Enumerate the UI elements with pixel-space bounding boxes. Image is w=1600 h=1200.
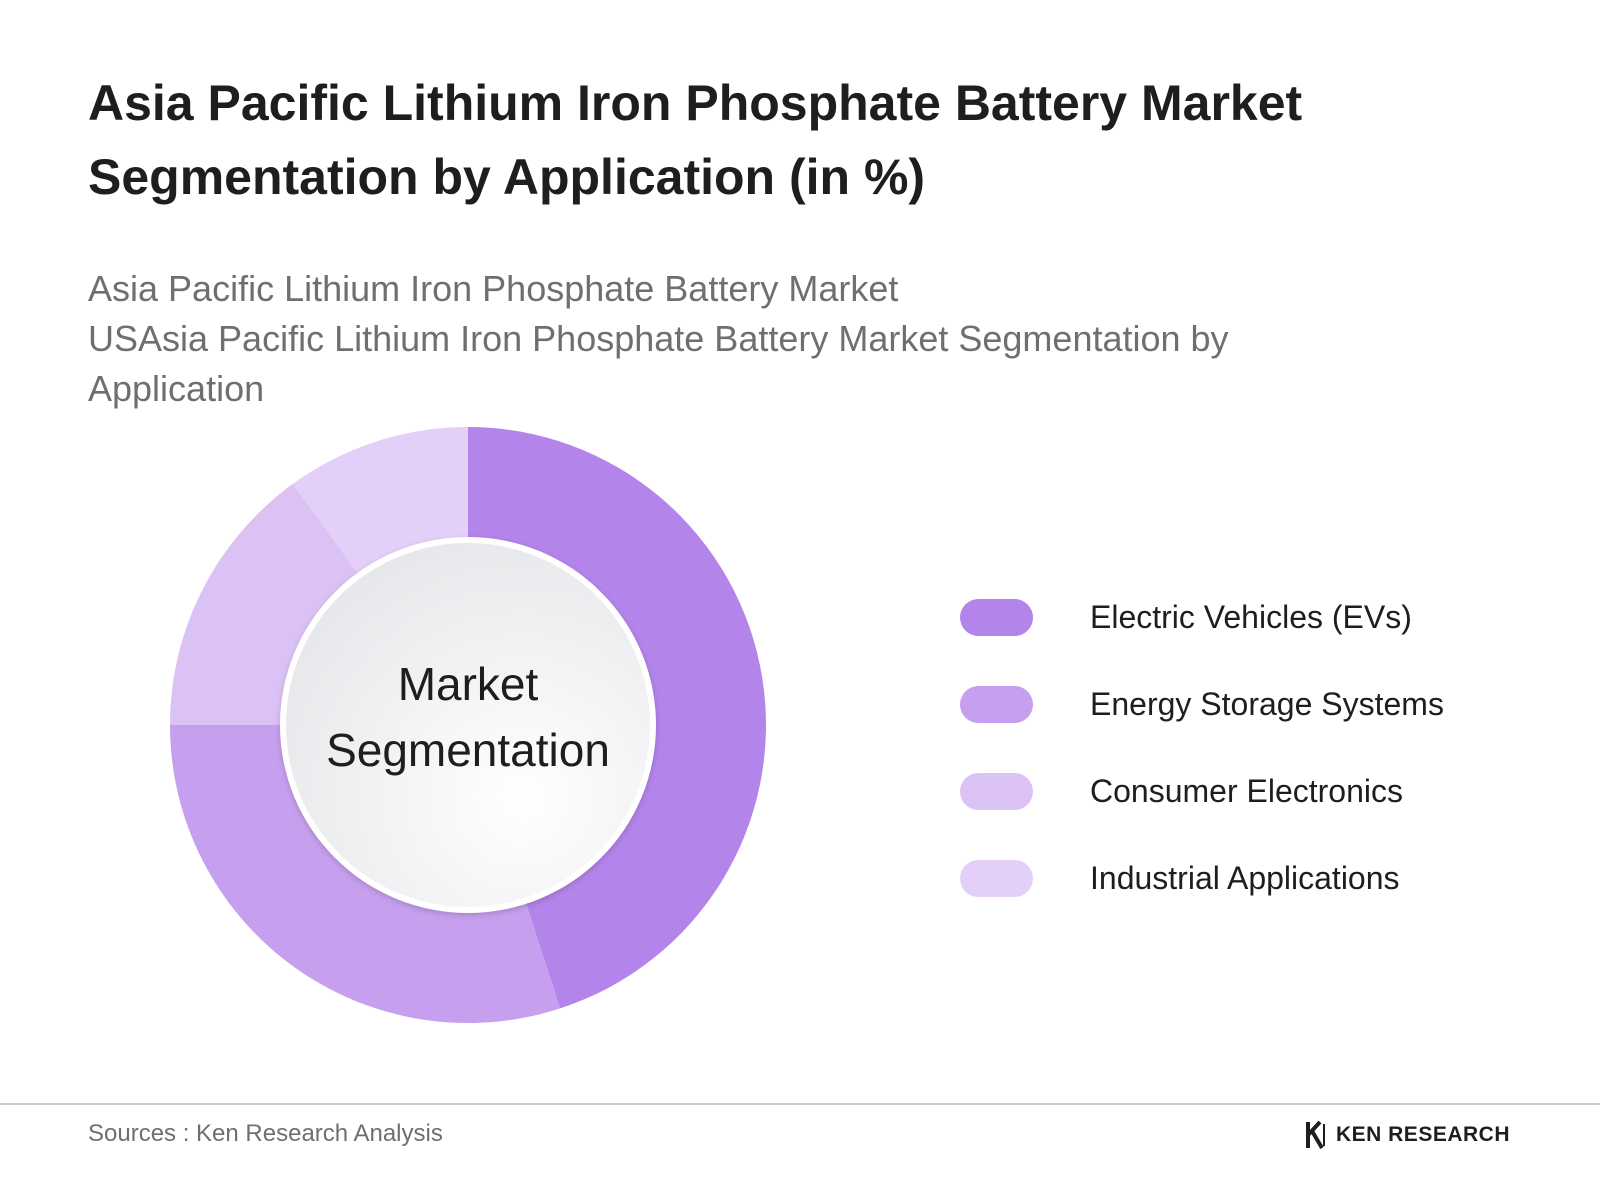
legend-swatch-energy-storage (960, 686, 1033, 723)
legend-swatch-consumer-electronics (960, 773, 1033, 810)
legend-label-consumer-electronics: Consumer Electronics (1090, 773, 1403, 809)
chart-legend: Electric Vehicles (EVs) Energy Storage S… (960, 596, 1560, 944)
ken-research-logo-icon (1305, 1120, 1325, 1150)
legend-item-consumer-electronics[interactable]: Consumer Electronics (960, 770, 1560, 857)
chart-title: Asia Pacific Lithium Iron Phosphate Batt… (88, 75, 1303, 205)
center-label-line-2: Segmentation (326, 724, 610, 776)
brand-logo: KEN RESEARCH (1305, 1120, 1510, 1150)
footer-divider (0, 1103, 1600, 1105)
donut-center-fill (286, 543, 650, 907)
center-label-line-1: Market (398, 658, 539, 710)
legend-label-energy-storage: Energy Storage Systems (1090, 686, 1444, 722)
legend-item-energy-storage[interactable]: Energy Storage Systems (960, 683, 1560, 770)
legend-item-industrial[interactable]: Industrial Applications (960, 857, 1560, 944)
legend-item-ev[interactable]: Electric Vehicles (EVs) (960, 596, 1560, 683)
legend-label-industrial: Industrial Applications (1090, 860, 1400, 896)
subtitle-line-1: Asia Pacific Lithium Iron Phosphate Batt… (88, 268, 899, 309)
legend-swatch-ev (960, 599, 1033, 636)
brand-name: KEN RESEARCH (1335, 1123, 1510, 1146)
legend-label-ev: Electric Vehicles (EVs) (1090, 599, 1412, 635)
subtitle-line-2: USAsia Pacific Lithium Iron Phosphate Ba… (88, 318, 1229, 409)
legend-swatch-industrial (960, 860, 1033, 897)
chart-subtitle: Asia Pacific Lithium Iron Phosphate Batt… (88, 264, 1388, 414)
source-note: Sources : Ken Research Analysis (88, 1120, 443, 1147)
